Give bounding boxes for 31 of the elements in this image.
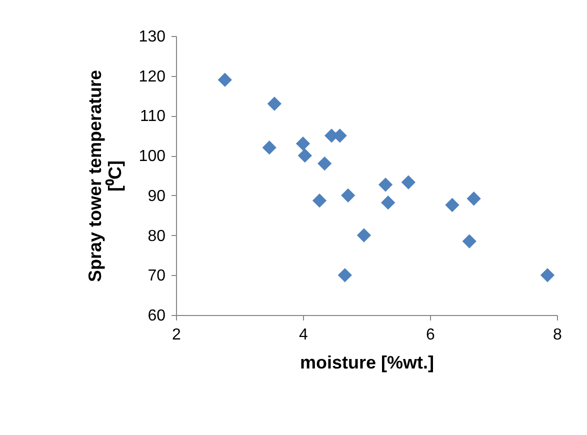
y-tick-label: 90 [148,188,166,205]
y-axis-title: Spray tower temperature [⁰C] [84,70,125,282]
y-tick-label: 70 [148,268,166,285]
y-tick-label: 110 [140,108,166,126]
y-tick-label: 100 [138,148,166,166]
y-tick-label: 60 [148,308,166,324]
point [445,198,460,212]
point [267,96,282,111]
x-tick-label: 2 [172,326,182,344]
point [462,234,476,248]
y-tick-label: 80 [148,228,166,245]
point [338,268,352,282]
point [341,188,356,202]
x-tick-label: 4 [299,326,308,344]
point [262,140,276,155]
x-tick-label: 6 [426,326,436,344]
point [381,196,396,210]
point [312,194,327,208]
x-tick-label: 8 [553,326,562,344]
point [218,72,232,87]
point [298,148,312,163]
point [356,228,372,242]
x-axis-title: moisture [%wt.] [300,352,434,372]
point [466,192,481,206]
point [401,175,416,190]
point [540,268,555,282]
point [296,136,310,151]
y-tick-label: 130 [138,28,166,46]
point [318,156,332,171]
point [378,178,393,192]
y-tick-label: 120 [138,68,166,86]
